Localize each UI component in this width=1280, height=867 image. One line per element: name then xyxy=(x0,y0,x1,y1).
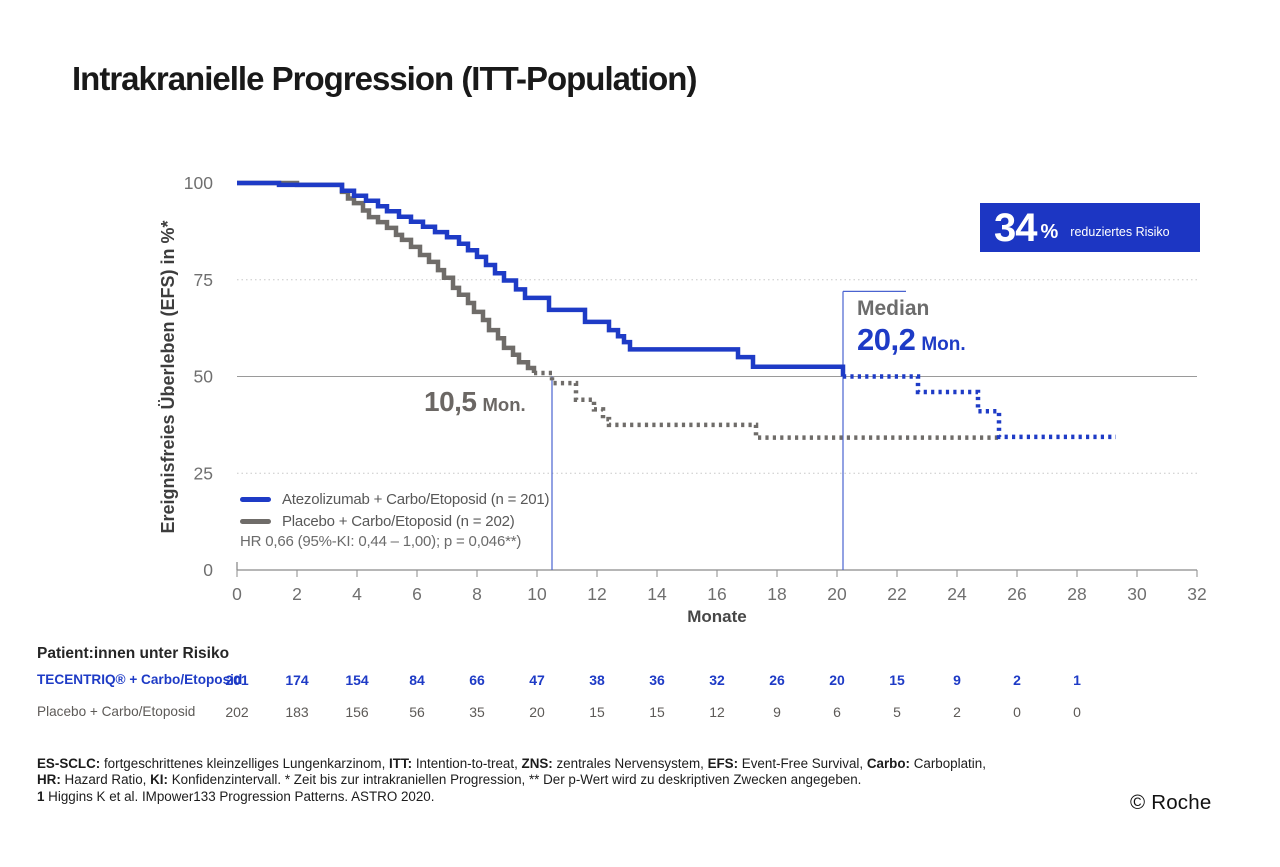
risk-value: 5 xyxy=(893,704,901,720)
risk-value: 20 xyxy=(829,672,845,688)
risk-value: 183 xyxy=(285,704,309,720)
footnotes: ES-SCLC: fortgeschrittenes kleinzelliges… xyxy=(37,756,1147,805)
badge-unit: % xyxy=(1040,221,1059,243)
risk-value: 38 xyxy=(589,672,605,688)
risk-value: 9 xyxy=(953,672,961,688)
x-tick-label: 0 xyxy=(232,584,242,604)
km-curve-atezolizumab xyxy=(237,180,846,377)
risk-value: 15 xyxy=(589,704,605,720)
median-value-placebo: 10,5 xyxy=(424,386,477,417)
y-tick-label: 50 xyxy=(194,367,214,387)
legend-item-label: Atezolizumab + Carbo/Etoposid (n = 201) xyxy=(282,490,550,508)
km-curve-placebo xyxy=(237,180,537,373)
hazard-ratio-text: HR 0,66 (95%-KI: 0,44 – 1,00); p = 0,046… xyxy=(240,533,522,550)
median-unit: Mon. xyxy=(921,334,966,355)
risk-value: 15 xyxy=(889,672,905,688)
risk-value: 66 xyxy=(469,672,485,688)
x-tick-label: 32 xyxy=(1187,584,1206,604)
risk-row-label: TECENTRIQ® + Carbo/Etoposid xyxy=(37,672,243,687)
risk-value: 202 xyxy=(225,704,249,720)
risk-value: 32 xyxy=(709,672,725,688)
risk-value: 84 xyxy=(409,672,425,688)
badge-value: 34 xyxy=(994,205,1037,250)
risk-value: 6 xyxy=(833,704,841,720)
median-value-atezolizumab: 20,2 xyxy=(857,322,916,357)
y-tick-label: 0 xyxy=(203,560,213,580)
x-tick-label: 24 xyxy=(947,584,967,604)
legend-swatch-atezolizumab xyxy=(240,496,271,502)
x-tick-label: 12 xyxy=(587,584,606,604)
risk-value: 2 xyxy=(953,704,961,720)
x-tick-label: 18 xyxy=(767,584,786,604)
x-tick-label: 4 xyxy=(352,584,362,604)
x-tick-label: 20 xyxy=(827,584,847,604)
risk-value: 2 xyxy=(1013,672,1021,688)
risk-value: 174 xyxy=(285,672,309,688)
x-tick-label: 22 xyxy=(887,584,906,604)
risk-value: 47 xyxy=(529,672,545,688)
km-curve-placebo-censored xyxy=(534,370,999,440)
legend-item-placebo: Placebo + Carbo/Etoposid (n = 202) xyxy=(240,510,549,532)
x-tick-label: 26 xyxy=(1007,584,1026,604)
median-label: Median xyxy=(857,297,930,320)
risk-reduction-badge: 34 % reduziertes Risiko xyxy=(980,203,1200,252)
risk-value: 156 xyxy=(345,704,369,720)
risk-value: 0 xyxy=(1073,704,1081,720)
median-annotation-atezolizumab: Median 20,2 Mon. xyxy=(857,297,966,358)
y-axis-label: Ereignisfreies Überleben (EFS) in %* xyxy=(158,220,178,533)
footnote-line: 1 Higgins K et al. IMpower133 Progressio… xyxy=(37,788,435,804)
x-tick-label: 2 xyxy=(292,584,302,604)
x-tick-label: 30 xyxy=(1127,584,1147,604)
risk-value: 201 xyxy=(225,672,249,688)
legend-item-label: Placebo + Carbo/Etoposid (n = 202) xyxy=(282,512,515,530)
risk-value: 9 xyxy=(773,704,781,720)
risk-value: 1 xyxy=(1073,672,1081,688)
risk-value: 26 xyxy=(769,672,785,688)
y-tick-label: 100 xyxy=(184,173,213,193)
x-tick-label: 8 xyxy=(472,584,482,604)
x-tick-label: 28 xyxy=(1067,584,1086,604)
risk-value: 35 xyxy=(469,704,485,720)
badge-label: reduziertes Risiko xyxy=(1070,224,1170,239)
risk-value: 20 xyxy=(529,704,545,720)
risk-table-title: Patient:innen unter Risiko xyxy=(37,645,230,662)
risk-value: 36 xyxy=(649,672,665,688)
legend-swatch-placebo xyxy=(240,518,271,524)
risk-value: 12 xyxy=(709,704,725,720)
x-tick-label: 14 xyxy=(647,584,667,604)
y-tick-label: 75 xyxy=(194,270,213,290)
x-axis-label: Monate xyxy=(687,607,747,626)
x-tick-label: 16 xyxy=(707,584,726,604)
footnote-line: ES-SCLC: fortgeschrittenes kleinzelliges… xyxy=(37,756,986,771)
risk-value: 154 xyxy=(345,672,369,688)
legend-item-atezolizumab: Atezolizumab + Carbo/Etoposid (n = 201) xyxy=(240,488,550,510)
x-tick-label: 6 xyxy=(412,584,422,604)
legend: Atezolizumab + Carbo/Etoposid (n = 201) … xyxy=(240,488,550,550)
km-curve-atezolizumab-censored xyxy=(843,374,1116,440)
risk-value: 15 xyxy=(649,704,665,720)
risk-value: 56 xyxy=(409,704,425,720)
roche-logo: © Roche xyxy=(1130,791,1212,814)
y-tick-label: 25 xyxy=(194,463,213,483)
page-title: Intrakranielle Progression (ITT-Populati… xyxy=(72,60,697,97)
risk-value: 0 xyxy=(1013,704,1021,720)
risk-row-label: Placebo + Carbo/Etoposid xyxy=(37,704,196,719)
footnote-line: HR: Hazard Ratio, KI: Konfidenzintervall… xyxy=(37,772,862,788)
median-unit: Mon. xyxy=(482,394,526,415)
x-tick-label: 10 xyxy=(527,584,547,604)
median-annotation-placebo: 10,5 Mon. xyxy=(424,386,526,418)
